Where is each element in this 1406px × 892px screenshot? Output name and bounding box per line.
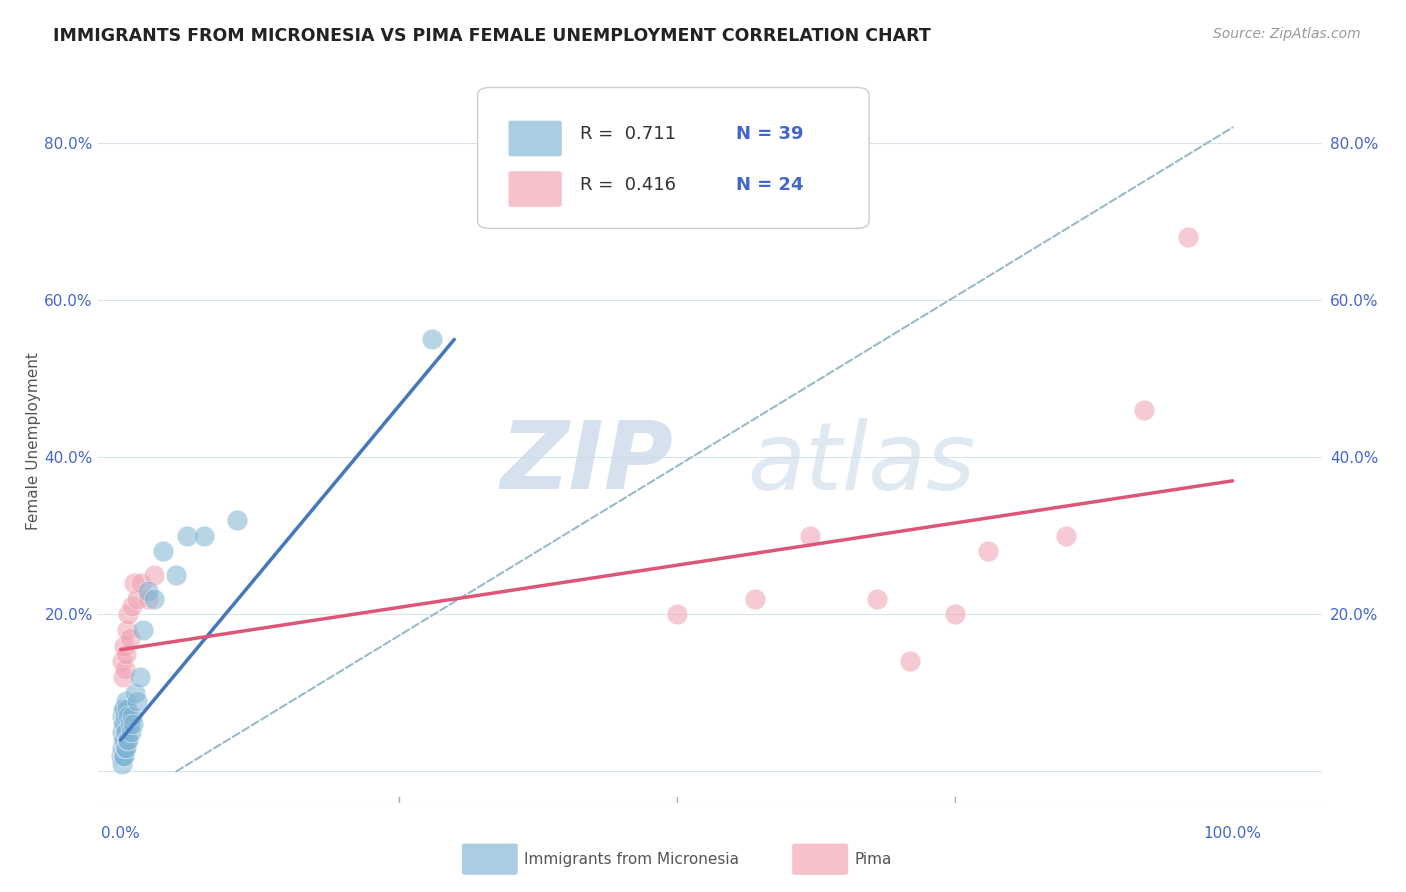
Point	[420, 333, 443, 347]
Point	[114, 662, 136, 676]
Text: Pima: Pima	[855, 852, 891, 867]
Point	[112, 639, 135, 653]
Point	[165, 568, 187, 582]
Point	[118, 717, 141, 731]
Point	[117, 709, 139, 723]
Point	[111, 748, 134, 763]
Point	[111, 670, 134, 684]
Point	[112, 717, 135, 731]
Text: N = 39: N = 39	[735, 126, 803, 144]
Point	[112, 748, 135, 763]
Point	[122, 717, 145, 731]
Point	[114, 725, 136, 739]
Point	[111, 709, 134, 723]
Point	[117, 623, 139, 637]
Point	[115, 647, 138, 661]
Text: IMMIGRANTS FROM MICRONESIA VS PIMA FEMALE UNEMPLOYMENT CORRELATION CHART: IMMIGRANTS FROM MICRONESIA VS PIMA FEMAL…	[53, 27, 931, 45]
Text: 100.0%: 100.0%	[1204, 826, 1261, 841]
Point	[124, 686, 146, 700]
Point	[977, 544, 1000, 558]
Point	[176, 529, 198, 543]
Point	[111, 725, 134, 739]
Point	[111, 740, 134, 755]
Point	[138, 583, 160, 598]
Point	[121, 599, 143, 614]
Point	[115, 740, 138, 755]
Point	[117, 733, 139, 747]
Point	[143, 591, 166, 606]
Point	[866, 591, 889, 606]
Point	[1177, 230, 1199, 244]
Point	[193, 529, 215, 543]
Text: Source: ZipAtlas.com: Source: ZipAtlas.com	[1213, 27, 1361, 41]
Point	[127, 694, 149, 708]
Point	[111, 701, 134, 715]
Text: N = 24: N = 24	[735, 176, 803, 194]
FancyBboxPatch shape	[792, 843, 848, 875]
Text: Immigrants from Micronesia: Immigrants from Micronesia	[524, 852, 740, 867]
Point	[111, 756, 134, 771]
Point	[799, 529, 821, 543]
Point	[120, 725, 142, 739]
Point	[943, 607, 966, 622]
Point	[121, 709, 143, 723]
Point	[152, 544, 174, 558]
Point	[665, 607, 688, 622]
Point	[129, 575, 152, 590]
FancyBboxPatch shape	[478, 87, 869, 228]
FancyBboxPatch shape	[461, 843, 517, 875]
Point	[117, 607, 139, 622]
Point	[138, 591, 160, 606]
Point	[110, 748, 132, 763]
Point	[143, 568, 166, 582]
FancyBboxPatch shape	[508, 120, 562, 156]
Point	[117, 701, 139, 715]
Text: R =  0.416: R = 0.416	[581, 176, 676, 194]
Point	[114, 740, 136, 755]
Point	[114, 709, 136, 723]
Point	[127, 591, 149, 606]
Text: 0.0%: 0.0%	[101, 826, 141, 841]
Y-axis label: Female Unemployment: Female Unemployment	[25, 352, 41, 531]
Point	[112, 701, 135, 715]
Point	[118, 631, 141, 645]
Point	[111, 733, 134, 747]
Point	[111, 717, 134, 731]
Text: ZIP: ZIP	[501, 417, 673, 509]
Point	[112, 733, 135, 747]
Point	[1132, 403, 1154, 417]
Point	[744, 591, 766, 606]
FancyBboxPatch shape	[508, 171, 562, 207]
Text: atlas: atlas	[747, 417, 974, 508]
Point	[115, 725, 138, 739]
Point	[115, 694, 138, 708]
Point	[122, 575, 145, 590]
Point	[111, 655, 134, 669]
Point	[132, 623, 155, 637]
Point	[898, 655, 921, 669]
Text: R =  0.711: R = 0.711	[581, 126, 676, 144]
Point	[128, 670, 150, 684]
Point	[1054, 529, 1077, 543]
Point	[117, 733, 139, 747]
Point	[226, 513, 249, 527]
